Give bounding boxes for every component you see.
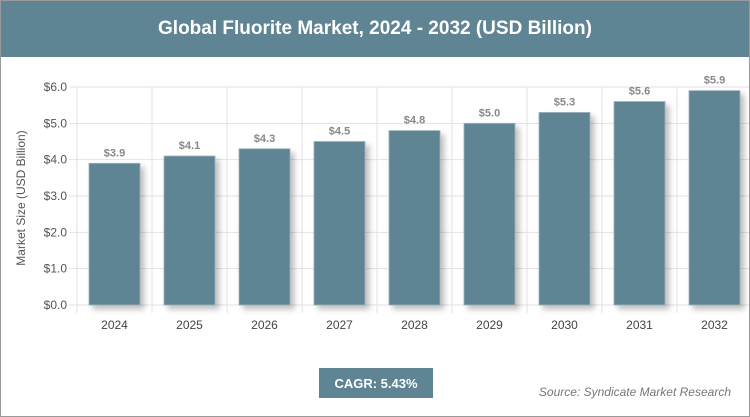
x-tick-label: 2024 [101, 318, 128, 332]
bar-2032 [688, 90, 741, 306]
data-label: $5.0 [479, 107, 500, 119]
bar-2027 [313, 141, 366, 306]
y-tick-label: $2.0 [44, 225, 68, 239]
data-label: $5.3 [554, 96, 575, 108]
source-note: Source: Syndicate Market Research [538, 385, 731, 399]
y-tick-label: $4.0 [44, 153, 68, 167]
bar-2028 [388, 130, 441, 306]
bar-2026 [238, 148, 291, 306]
data-label: $5.6 [629, 86, 650, 98]
data-label: $3.9 [104, 147, 125, 159]
bar-2024 [88, 162, 141, 306]
x-tick-label: 2032 [701, 318, 728, 332]
data-label: $4.5 [329, 126, 350, 138]
bar-2025 [163, 155, 216, 306]
x-tick-label: 2030 [551, 318, 578, 332]
x-tick-label: 2028 [401, 318, 428, 332]
cagr-badge: CAGR: 5.43% [319, 368, 433, 398]
bar-2030 [538, 112, 591, 306]
y-tick-label: $3.0 [44, 189, 68, 203]
y-tick-label: $0.0 [44, 298, 68, 312]
bar-2031 [613, 101, 666, 306]
data-label: $5.9 [704, 75, 725, 87]
y-tick-label: $6.0 [44, 80, 68, 94]
y-axis-label: Market Size (USD Billion) [14, 130, 28, 266]
data-label: $4.3 [254, 133, 275, 145]
bar-2029 [463, 122, 516, 306]
y-tick-label: $5.0 [44, 116, 68, 130]
x-tick-label: 2031 [626, 318, 653, 332]
data-label: $4.1 [179, 140, 200, 152]
y-tick-label: $1.0 [44, 262, 68, 276]
x-tick-label: 2029 [476, 318, 503, 332]
chart-title: Global Fluorite Market, 2024 - 2032 (USD… [1, 1, 749, 57]
x-tick-label: 2025 [176, 318, 203, 332]
data-label: $4.8 [404, 115, 425, 127]
x-tick-label: 2027 [326, 318, 353, 332]
x-tick-label: 2026 [251, 318, 278, 332]
